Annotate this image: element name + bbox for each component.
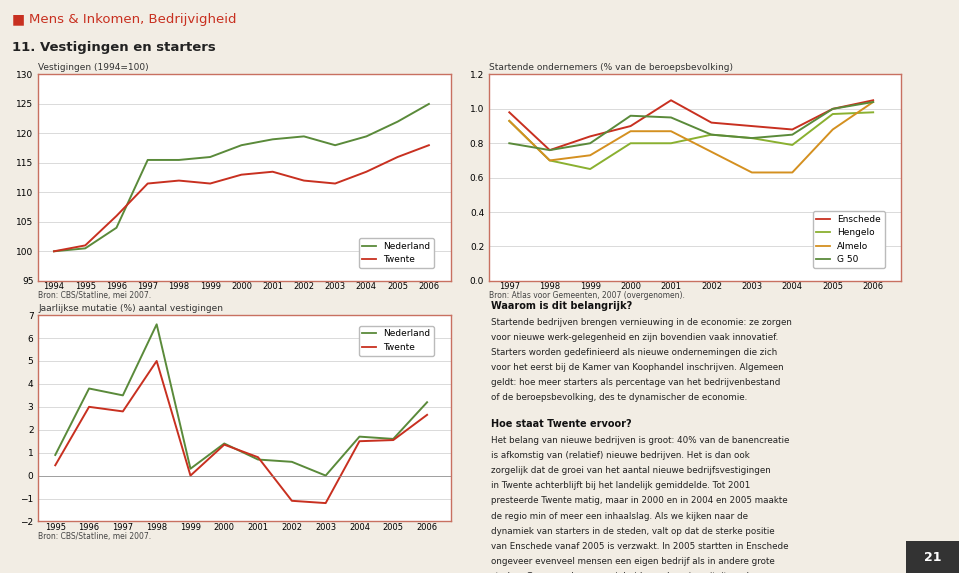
Text: de regio min of meer een inhaalslag. Als we kijken naar de: de regio min of meer een inhaalslag. Als… xyxy=(491,512,748,521)
Text: voor het eerst bij de Kamer van Koophandel inschrijven. Algemeen: voor het eerst bij de Kamer van Koophand… xyxy=(491,363,784,372)
Text: 11. Vestigingen en starters: 11. Vestigingen en starters xyxy=(12,41,215,54)
Text: Het belang van nieuwe bedrijven is groot: 40% van de banencreatie: Het belang van nieuwe bedrijven is groot… xyxy=(491,435,789,445)
Text: Mens & Inkomen, Bedrijvigheid: Mens & Inkomen, Bedrijvigheid xyxy=(29,13,236,26)
Text: Startende ondernemers (% van de beroepsbevolking): Startende ondernemers (% van de beroepsb… xyxy=(489,64,733,72)
Text: voor nieuwe werk-gelegenheid en zijn bovendien vaak innovatief.: voor nieuwe werk-gelegenheid en zijn bov… xyxy=(491,333,779,342)
Legend: Nederland, Twente: Nederland, Twente xyxy=(359,326,433,356)
Text: 21: 21 xyxy=(924,551,942,564)
Text: Jaarlijkse mutatie (%) aantal vestigingen: Jaarlijkse mutatie (%) aantal vestiginge… xyxy=(38,304,223,313)
Text: Waarom is dit belangrijk?: Waarom is dit belangrijk? xyxy=(491,301,632,311)
Text: is afkomstig van (relatief) nieuwe bedrijven. Het is dan ook: is afkomstig van (relatief) nieuwe bedri… xyxy=(491,451,750,460)
Text: Starters worden gedefinieerd als nieuwe ondernemingen die zich: Starters worden gedefinieerd als nieuwe … xyxy=(491,348,777,357)
Text: ongeveer evenveel mensen een eigen bedrijf als in andere grote: ongeveer evenveel mensen een eigen bedri… xyxy=(491,557,775,566)
Text: steden. Gegeven de aanwezigheid van de universiteit en de: steden. Gegeven de aanwezigheid van de u… xyxy=(491,572,755,573)
Text: van Enschede vanaf 2005 is verzwakt. In 2005 startten in Enschede: van Enschede vanaf 2005 is verzwakt. In … xyxy=(491,542,788,551)
Text: Bron: Atlas voor Gemeenten, 2007 (overgenomen).: Bron: Atlas voor Gemeenten, 2007 (overge… xyxy=(489,291,685,300)
Text: of de beroepsbevolking, des te dynamischer de economie.: of de beroepsbevolking, des te dynamisch… xyxy=(491,394,747,402)
Text: in Twente achterblijft bij het landelijk gemiddelde. Tot 2001: in Twente achterblijft bij het landelijk… xyxy=(491,481,750,490)
Text: geldt: hoe meer starters als percentage van het bedrijvenbestand: geldt: hoe meer starters als percentage … xyxy=(491,378,781,387)
Text: ■: ■ xyxy=(12,13,25,26)
Legend: Nederland, Twente: Nederland, Twente xyxy=(359,238,433,268)
Text: Startende bedrijven brengen vernieuwing in de economie: ze zorgen: Startende bedrijven brengen vernieuwing … xyxy=(491,317,792,327)
Text: Bron: CBS/Statline, mei 2007.: Bron: CBS/Statline, mei 2007. xyxy=(38,291,152,300)
Text: Bron: CBS/Statline, mei 2007.: Bron: CBS/Statline, mei 2007. xyxy=(38,532,152,541)
Legend: Enschede, Hengelo, Almelo, G 50: Enschede, Hengelo, Almelo, G 50 xyxy=(813,211,884,268)
Text: dynamiek van starters in de steden, valt op dat de sterke positie: dynamiek van starters in de steden, valt… xyxy=(491,527,775,536)
Text: Hoe staat Twente ervoor?: Hoe staat Twente ervoor? xyxy=(491,419,632,429)
Text: Vestigingen (1994=100): Vestigingen (1994=100) xyxy=(38,64,149,72)
Text: presteerde Twente matig, maar in 2000 en in 2004 en 2005 maakte: presteerde Twente matig, maar in 2000 en… xyxy=(491,496,787,505)
Text: zorgelijk dat de groei van het aantal nieuwe bedrijfsvestigingen: zorgelijk dat de groei van het aantal ni… xyxy=(491,466,771,475)
